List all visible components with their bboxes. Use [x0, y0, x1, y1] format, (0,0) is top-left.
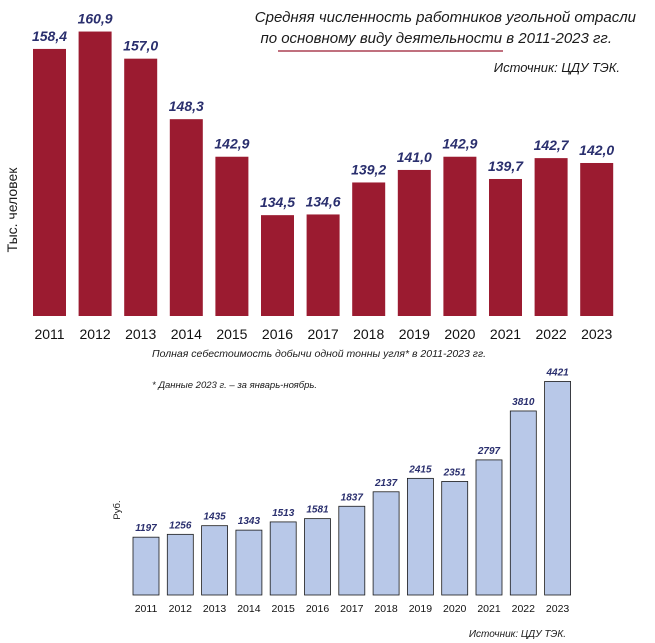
chart1-bar-2016: [261, 215, 294, 316]
chart2-category-label-2011: 2011: [135, 603, 158, 615]
chart1-bar-2018: [352, 182, 386, 316]
chart1-bar-2017: [306, 214, 340, 316]
chart2-value-label-2016: 1581: [306, 505, 329, 516]
chart1-value-label-2014: 148,3: [169, 98, 204, 114]
chart1-bar-2021: [489, 178, 522, 316]
chart1-value-label-2019: 141,0: [397, 149, 432, 165]
chart1-value-label-2020: 142,9: [442, 136, 477, 152]
chart1-source: Источник: ЦДУ ТЭК.: [494, 60, 620, 75]
chart1-ylabel: Тыс. человек: [4, 167, 20, 253]
chart2-value-label-2013: 1435: [203, 512, 226, 523]
chart2-value-label-2019: 2415: [408, 464, 432, 475]
chart2-bar-2023: [544, 381, 571, 596]
chart1-category-label-2023: 2023: [581, 326, 612, 342]
chart2-category-label-2022: 2022: [512, 603, 536, 615]
chart2-bars: [132, 381, 571, 596]
chart1-value-label-2021: 139,7: [488, 158, 524, 174]
chart2-source: Источник: ЦДУ ТЭК.: [469, 629, 566, 640]
chart1-category-label-2017: 2017: [308, 326, 339, 342]
chart1-bar-2022: [534, 158, 568, 316]
chart1-category-label-2013: 2013: [125, 326, 156, 342]
chart1-category-label-2012: 2012: [80, 326, 111, 342]
chart1-category-label-2011: 2011: [34, 326, 64, 342]
chart2-category-labels: 2011 2012 2013 2014 2015 2016 2017 2018 2019 2020…: [135, 603, 570, 615]
chart2-ylabel: Руб.: [112, 500, 123, 519]
chart1-bar-2013: [124, 58, 158, 316]
chart2-bar-2017: [338, 505, 366, 596]
chart1-category-label-2018: 2018: [353, 326, 384, 342]
chart2-value-labels: 1197 1256 1435 1343 1513 1581 1837 2137 2415 2351…: [135, 367, 569, 534]
chart1-value-label-2016: 134,5: [260, 194, 295, 210]
chart2-value-label-2022: 3810: [512, 397, 535, 408]
chart1-value-label-2022: 142,7: [534, 137, 570, 153]
chart2-value-label-2017: 1837: [341, 492, 364, 503]
chart2-bar-2012: [166, 533, 194, 596]
chart1-category-labels: 2011 2012 2013 2014 2015 2016 2017 2018 2019 2020…: [34, 326, 612, 342]
chart2-bar-2021: [475, 459, 503, 596]
chart2-category-label-2017: 2017: [340, 603, 364, 615]
chart2-category-label-2023: 2023: [546, 603, 570, 615]
chart2-bar-2020: [441, 481, 469, 596]
chart1-value-label-2012: 160,9: [78, 11, 113, 27]
chart1-value-label-2017: 134,6: [306, 193, 341, 209]
chart1-title-line1: Средняя численность работников угольной …: [255, 9, 637, 26]
chart2-category-label-2015: 2015: [272, 603, 296, 615]
chart1-bar-2020: [443, 156, 477, 316]
chart1-category-label-2021: 2021: [490, 326, 521, 342]
chart1-category-label-2022: 2022: [536, 326, 567, 342]
chart2-value-label-2020: 2351: [443, 467, 467, 478]
chart1-bar-2015: [215, 156, 249, 316]
chart2-title: Полная себестоимость добычи одной тонны …: [152, 348, 486, 360]
chart2-bar-2018: [372, 491, 400, 596]
chart2-bar-2022: [509, 410, 537, 596]
chart1-bar-2012: [78, 31, 112, 317]
chart2-bar-2014: [235, 529, 263, 596]
chart2-bar-2013: [201, 525, 229, 596]
chart1-bar-2023: [580, 162, 614, 316]
chart1-bars: [33, 31, 614, 317]
chart1-value-label-2023: 142,0: [579, 142, 614, 158]
chart1-value-label-2013: 157,0: [123, 38, 158, 54]
chart1-category-label-2015: 2015: [216, 326, 247, 342]
chart2-category-label-2012: 2012: [169, 603, 193, 615]
chart1-value-label-2011: 158,4: [32, 28, 67, 44]
chart1-value-label-2018: 139,2: [351, 161, 386, 177]
chart1-bar-2019: [397, 169, 431, 316]
chart1-bar-2014: [169, 119, 203, 317]
chart2-category-label-2014: 2014: [237, 603, 261, 615]
chart1-value-labels: 158,4 160,9 157,0 148,3 142,9 134,5 134,6 139,2…: [32, 11, 614, 211]
chart1: Средняя численность работников угольной …: [4, 9, 637, 342]
chart1-category-label-2020: 2020: [444, 326, 475, 342]
chart2-category-label-2013: 2013: [203, 603, 227, 615]
chart1-bar-2011: [33, 48, 66, 316]
chart2-value-label-2012: 1256: [169, 520, 192, 531]
chart1-category-label-2014: 2014: [171, 326, 202, 342]
chart2-value-label-2015: 1513: [272, 508, 295, 519]
chart2-bar-2016: [304, 518, 331, 596]
chart1-title-line2: по основному виду деятельности в 2011-20…: [260, 30, 612, 47]
chart2-note: * Данные 2023 г. – за январь-ноябрь.: [152, 380, 317, 391]
chart2-value-label-2014: 1343: [238, 516, 261, 527]
chart1-value-label-2015: 142,9: [214, 136, 249, 152]
chart2-bar-2011: [132, 536, 160, 596]
chart2: Полная себестоимость добычи одной тонны …: [112, 348, 571, 640]
chart2-category-label-2016: 2016: [306, 603, 330, 615]
chart1-category-label-2019: 2019: [399, 326, 430, 342]
chart2-value-label-2023: 4421: [545, 367, 569, 378]
chart2-category-label-2019: 2019: [409, 603, 433, 615]
chart2-value-label-2018: 2137: [374, 478, 398, 489]
chart2-value-label-2021: 2797: [477, 446, 501, 457]
chart2-value-label-2011: 1197: [135, 523, 157, 534]
chart2-category-label-2021: 2021: [477, 603, 501, 615]
chart2-bar-2019: [406, 477, 434, 596]
chart2-category-label-2020: 2020: [443, 603, 467, 615]
chart2-bar-2015: [269, 521, 297, 596]
chart1-category-label-2016: 2016: [262, 326, 293, 342]
chart2-category-label-2018: 2018: [374, 603, 398, 615]
